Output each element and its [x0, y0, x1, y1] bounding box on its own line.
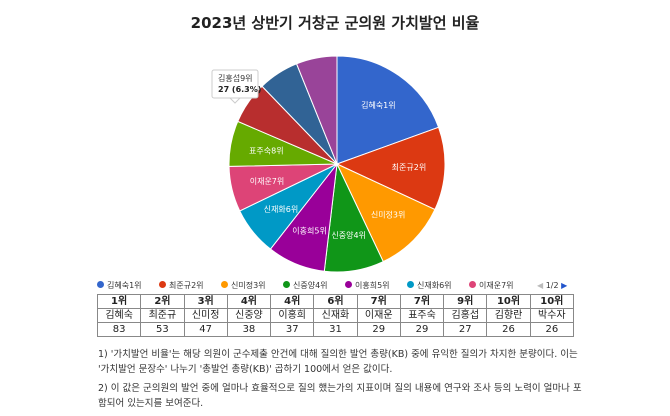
- slice-label: 신중양4위: [331, 231, 366, 240]
- tooltip-value: 27 (6.3%): [218, 85, 261, 94]
- rank-cell: 9위: [443, 294, 488, 309]
- value-cell: 29: [399, 322, 445, 337]
- value-cell: 53: [140, 322, 185, 337]
- legend-dot-icon: [345, 281, 352, 288]
- legend-dot-icon: [407, 281, 414, 288]
- tooltip-label: 김홍섭9위: [218, 73, 253, 83]
- value-cell: 26: [486, 322, 531, 337]
- slice-label: 신재화6위: [264, 205, 299, 214]
- legend-dot-icon: [159, 281, 166, 288]
- value-row: 83 53 47 38 37 31 29 29 27 26 26: [96, 322, 575, 337]
- slice-label: 표주숙8위: [249, 146, 284, 155]
- rank-cell: 7위: [356, 294, 401, 309]
- legend-item[interactable]: 신미정3위: [221, 280, 266, 292]
- value-cell: 31: [313, 322, 358, 337]
- legend-item[interactable]: 김혜숙1위: [97, 280, 142, 292]
- name-cell: 김혜숙: [96, 308, 142, 323]
- chart-legend: 김혜숙1위 최준규2위 신미정3위 신중양4위 이홍희5위 신재화6위 이재운7위: [97, 280, 575, 292]
- legend-item[interactable]: 신중양4위: [283, 280, 328, 292]
- legend-prev-icon[interactable]: ◀: [537, 281, 544, 290]
- value-cell: 47: [183, 322, 228, 337]
- name-cell: 이홍희: [270, 308, 315, 323]
- footnote-2: 2) 이 값은 군의원의 발언 중에 얼마나 효율적으로 질의 했는가의 지표이…: [98, 383, 582, 409]
- legend-label: 신미정3위: [231, 281, 266, 290]
- slice-label: 신미정3위: [371, 210, 406, 220]
- slice-label: 이재운7위: [250, 176, 285, 186]
- legend-label: 이재운7위: [479, 281, 514, 290]
- pie-slice[interactable]: [336, 55, 440, 165]
- slice-label: 최준규2위: [392, 162, 427, 172]
- legend-label: 신재화6위: [417, 281, 452, 290]
- rank-cell: 3위: [183, 294, 228, 309]
- legend-label: 최준규2위: [169, 281, 204, 290]
- name-cell: 박수자: [529, 308, 575, 323]
- legend-next-icon[interactable]: ▶: [561, 281, 568, 290]
- legend-page-label: 1/2: [545, 281, 559, 290]
- slice-label: 김혜숙1위: [361, 100, 396, 110]
- legend-label: 이홍희5위: [355, 281, 390, 290]
- value-cell: 83: [96, 322, 142, 337]
- name-cell: 최준규: [140, 308, 185, 323]
- name-cell: 신재화: [313, 308, 358, 323]
- name-cell: 김홍섭: [443, 308, 488, 323]
- rank-cell: 4위: [270, 294, 315, 309]
- rank-cell: 6위: [313, 294, 358, 309]
- legend-item[interactable]: 최준규2위: [159, 280, 204, 292]
- legend-item[interactable]: 신재화6위: [407, 280, 452, 292]
- ranking-table: 1위 2위 3위 4위 4위 6위 7위 7위 9위 10위 10위 김혜숙 최준규 신미정 신중양 이홍희…: [96, 294, 575, 337]
- footnote-1: 1) '가치발언 비율'는 해당 의원이 군수제출 안건에 대해 질의한 발언 …: [98, 349, 578, 375]
- legend-item[interactable]: 이재운7위: [469, 280, 514, 292]
- rank-cell: 10위: [529, 294, 575, 309]
- legend-pager[interactable]: ◀ 1/2 ▶: [537, 280, 567, 292]
- value-cell: 38: [226, 322, 272, 337]
- value-cell: 29: [356, 322, 401, 337]
- value-cell: 37: [270, 322, 315, 337]
- name-cell: 신중양: [226, 308, 272, 323]
- name-row: 김혜숙 최준규 신미정 신중양 이홍희 신재화 이재운 표주숙 김홍섭 김향란 박수자: [96, 308, 575, 323]
- rank-cell: 10위: [486, 294, 531, 309]
- pie-slice[interactable]: [295, 55, 338, 165]
- slice-label: 이홍희5위: [292, 226, 327, 236]
- rank-cell: 2위: [140, 294, 185, 309]
- value-cell: 26: [529, 322, 575, 337]
- chart-title: 2023년 상반기 거창군 군의원 가치발언 비율: [190, 14, 480, 32]
- rank-cell: 1위: [96, 294, 142, 309]
- legend-label: 김혜숙1위: [107, 281, 142, 290]
- legend-dot-icon: [221, 281, 228, 288]
- name-cell: 표주숙: [399, 308, 445, 323]
- name-cell: 김향란: [486, 308, 531, 323]
- legend-dot-icon: [97, 281, 104, 288]
- pie-slice[interactable]: [335, 126, 446, 211]
- name-cell: 신미정: [183, 308, 228, 323]
- legend-dot-icon: [469, 281, 476, 288]
- legend-item[interactable]: 이홍희5위: [345, 280, 390, 292]
- slice-tooltip: 김홍섭9위 27 (6.3%): [211, 69, 261, 104]
- legend-dot-icon: [283, 281, 290, 288]
- rank-cell: 4위: [226, 294, 272, 309]
- legend-label: 신중양4위: [293, 281, 328, 290]
- rank-row: 1위 2위 3위 4위 4위 6위 7위 7위 9위 10위 10위: [96, 294, 575, 309]
- value-cell: 27: [443, 322, 488, 337]
- name-cell: 이재운: [356, 308, 401, 323]
- rank-cell: 7위: [399, 294, 445, 309]
- pie-slice[interactable]: [335, 162, 436, 263]
